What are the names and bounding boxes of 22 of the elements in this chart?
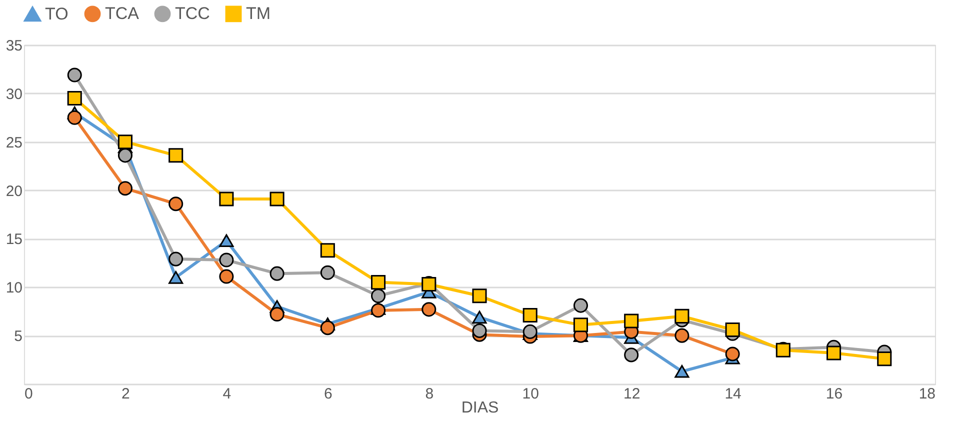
y-tick-label: 25 bbox=[6, 134, 22, 152]
x-tick-label: 8 bbox=[425, 386, 434, 402]
legend-label: TCA bbox=[105, 4, 140, 23]
x-tick-label: 16 bbox=[826, 386, 843, 402]
y-tick-label: 10 bbox=[6, 280, 22, 297]
y-tick-label: 15 bbox=[6, 231, 22, 248]
x-tick-label: 14 bbox=[724, 386, 742, 402]
x-tick-label: 10 bbox=[522, 386, 539, 402]
x-axis-title: DIAS bbox=[461, 400, 499, 416]
x-tick-label: 2 bbox=[122, 386, 130, 402]
x-tick-label: 12 bbox=[623, 386, 640, 402]
x-tick-label: 4 bbox=[222, 386, 232, 402]
x-tick-label: 18 bbox=[918, 386, 936, 402]
y-tick-label: 30 bbox=[6, 86, 22, 103]
y-tick-label: 20 bbox=[6, 182, 22, 200]
legend-label: TM bbox=[246, 4, 271, 23]
y-tick-label: 35 bbox=[6, 38, 22, 54]
x-tick-label: 0 bbox=[24, 386, 33, 402]
y-tick-label: 5 bbox=[14, 328, 22, 346]
x-tick-label: 6 bbox=[324, 386, 332, 402]
legend-label: TCC bbox=[175, 4, 210, 23]
legend-label: TO bbox=[45, 4, 68, 24]
